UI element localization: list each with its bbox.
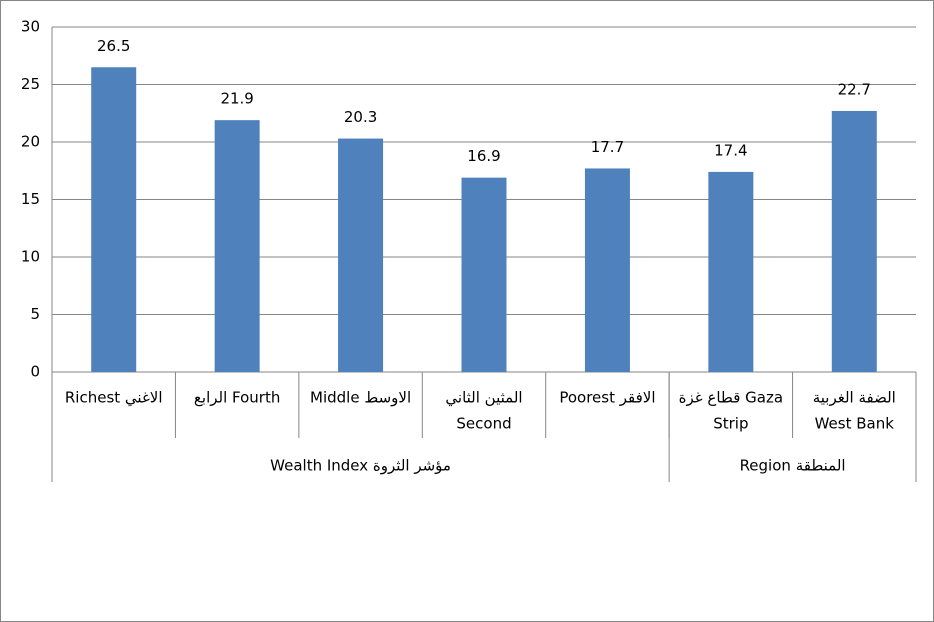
- y-tick-label: 0: [30, 363, 40, 381]
- x-tick-label: Richest الاغني: [65, 389, 163, 408]
- group-label: Wealth Index مؤشر الثروة: [270, 457, 451, 475]
- x-tick-label: Second: [456, 415, 511, 433]
- x-tick-label: قطاع غزة Gaza: [679, 389, 783, 407]
- bar: [831, 110, 877, 372]
- data-label: 26.5: [97, 37, 130, 55]
- bar: [91, 67, 137, 372]
- x-tick-label: West Bank: [815, 415, 895, 433]
- y-tick-label: 10: [21, 248, 40, 266]
- x-tick-label: Strip: [713, 415, 748, 433]
- group-label: Region المنطقة: [740, 457, 846, 475]
- data-label: 17.4: [714, 141, 747, 159]
- y-tick-label: 15: [21, 190, 40, 208]
- x-tick-label: المثين الثاني: [445, 389, 522, 408]
- bar: [708, 171, 754, 372]
- y-tick-label: 25: [21, 75, 40, 93]
- data-label: 16.9: [467, 147, 500, 165]
- y-tick-label: 30: [21, 18, 40, 36]
- data-label: 17.7: [591, 138, 624, 156]
- x-tick-label: الرابع Fourth: [194, 389, 280, 407]
- data-label: 21.9: [220, 90, 253, 108]
- data-label: 22.7: [838, 80, 871, 98]
- x-tick-label: Poorest الافقر: [559, 389, 655, 407]
- x-tick-label: Middle الاوسط: [310, 389, 411, 407]
- y-tick-label: 20: [21, 133, 40, 151]
- data-label: 20.3: [344, 108, 377, 126]
- bar: [461, 177, 507, 372]
- bar: [214, 120, 260, 373]
- y-tick-label: 5: [30, 305, 40, 323]
- bar: [584, 168, 630, 372]
- bar: [338, 138, 384, 372]
- x-tick-label: الضفة الغربية: [813, 389, 896, 407]
